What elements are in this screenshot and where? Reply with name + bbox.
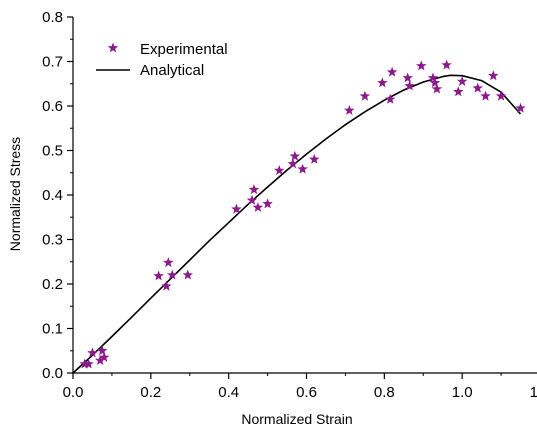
axes: 0.0 0.2 0.4 0.6 0.8 1.0 1.2 0.0 0.1 0.2 0.3 0.4 0.5 0… <box>42 9 537 401</box>
y-tick-label: 0.7 <box>42 54 63 71</box>
legend-star-slot <box>107 42 119 53</box>
x-tick-label: 0.6 <box>296 384 317 401</box>
experimental-marker-layer <box>79 59 526 369</box>
y-tick-label: 0.5 <box>42 143 63 160</box>
experimental-point <box>252 202 264 212</box>
experimental-point <box>248 184 260 195</box>
experimental-point <box>431 83 443 94</box>
experimental-point <box>384 93 396 104</box>
experimental-point <box>456 76 468 86</box>
experimental-point <box>480 90 491 101</box>
experimental-point <box>402 72 413 83</box>
experimental-point <box>495 90 507 101</box>
y-tick-label: 0.1 <box>42 321 63 338</box>
y-tick-label: 0.6 <box>42 98 63 115</box>
y-tick-label: 0.3 <box>42 232 63 249</box>
experimental-point <box>427 72 439 83</box>
experimental-point <box>87 347 98 358</box>
experimental-point <box>488 70 499 81</box>
experimental-point <box>153 270 164 281</box>
experimental-point <box>182 269 193 280</box>
experimental-point <box>231 203 242 214</box>
experimental-point <box>287 158 299 169</box>
experimental-point <box>289 150 301 161</box>
experimental-point <box>404 80 415 91</box>
experimental-point <box>274 165 285 175</box>
experimental-point <box>344 105 355 115</box>
x-tick-label: 1.0 <box>452 384 473 401</box>
experimental-point <box>386 66 398 77</box>
experimental-point <box>79 358 90 369</box>
experimental-point <box>441 59 452 70</box>
y-axis-title: Normalized Stress <box>7 137 23 251</box>
experimental-point <box>429 77 441 88</box>
experimental-point <box>95 355 106 365</box>
x-tick-label: 0.8 <box>374 384 395 401</box>
experimental-point <box>167 269 178 280</box>
x-tick-label: 0.0 <box>63 384 84 401</box>
experimental-point <box>377 77 388 88</box>
experimental-point <box>515 102 526 113</box>
y-tick-label: 0.4 <box>42 187 63 204</box>
experimental-point <box>163 257 174 268</box>
experimental-point <box>453 86 464 97</box>
y-tick-label: 0.8 <box>42 9 63 26</box>
experimental-point <box>161 280 172 291</box>
experimental-point <box>97 345 108 356</box>
y-tick-label: 0.0 <box>42 365 63 382</box>
x-tick-label: 0.2 <box>140 384 161 401</box>
experimental-point <box>359 90 371 101</box>
legend-star-icon <box>107 42 119 53</box>
x-axis-title: Normalized Strain <box>241 411 352 427</box>
analytical-line <box>72 74 522 374</box>
x-tick-label: 0.4 <box>218 384 239 401</box>
legend: Experimental Analytical <box>86 36 252 82</box>
y-tick-label: 0.2 <box>42 276 63 293</box>
legend-box <box>86 36 252 82</box>
experimental-point <box>472 82 483 93</box>
legend-label-analytical: Analytical <box>140 62 204 79</box>
experimental-point <box>98 351 110 362</box>
experimental-point <box>262 198 273 209</box>
analytical-line-layer <box>72 74 522 374</box>
experimental-point <box>83 358 94 369</box>
legend-label-experimental: Experimental <box>140 41 228 58</box>
experimental-point <box>297 163 308 174</box>
experimental-point <box>309 153 320 164</box>
experimental-point <box>416 60 427 71</box>
experimental-point <box>246 194 258 205</box>
x-tick-label: 1.2 <box>530 384 537 401</box>
